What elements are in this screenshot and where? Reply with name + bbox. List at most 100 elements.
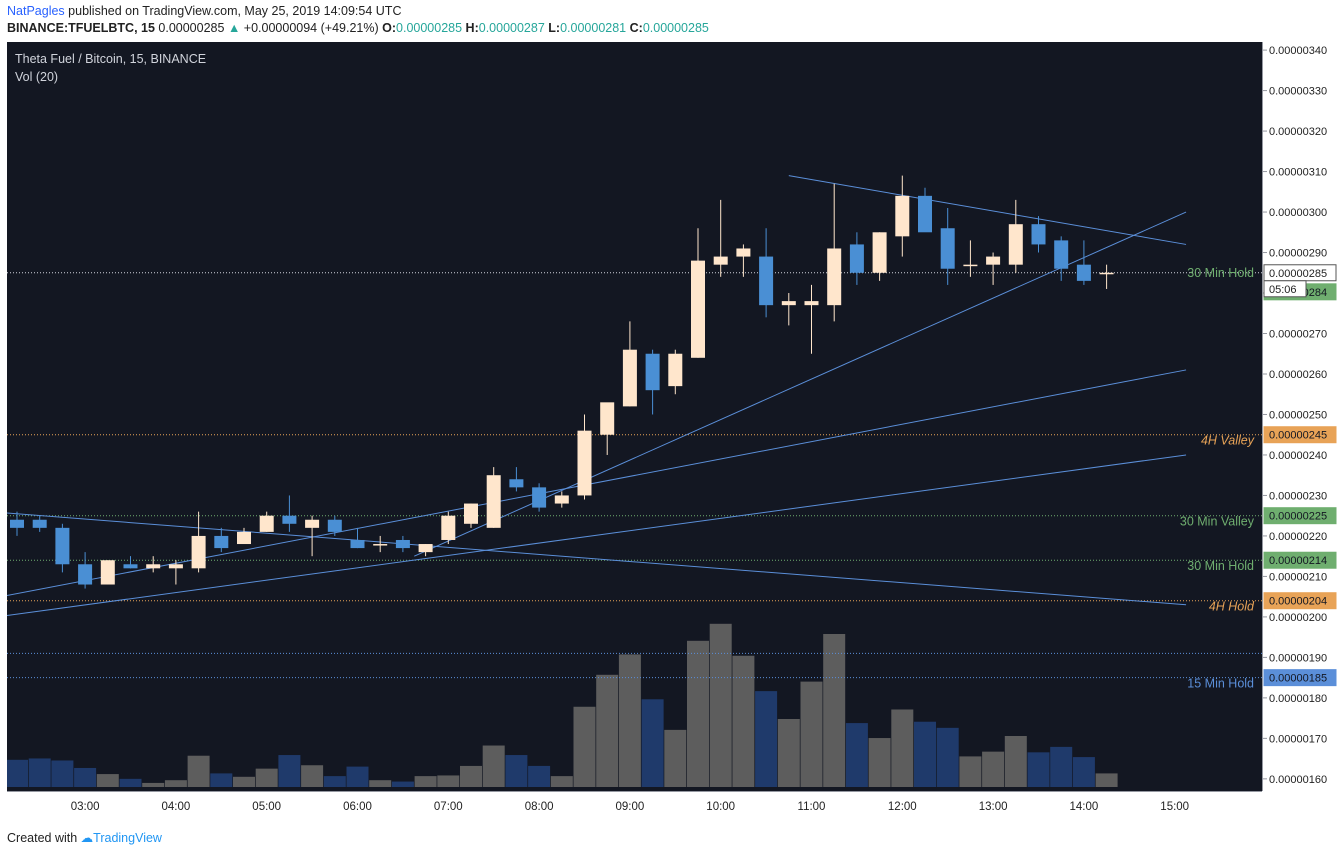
- volume-bar: [482, 745, 505, 787]
- price-tick-label: 0.00000260: [1269, 369, 1327, 381]
- volume-bar: [687, 640, 709, 787]
- price-chart[interactable]: 30 Min Hold 4H Valley 30 Min Valley 30 Min …: [7, 42, 1262, 791]
- candle-body: [532, 487, 547, 508]
- volume-bar: [210, 773, 233, 787]
- level-label: 30 Min Hold: [1187, 266, 1254, 280]
- volume-bar: [437, 775, 460, 787]
- volume-bar: [28, 758, 51, 787]
- volume-legend: Vol (20): [15, 70, 59, 84]
- price-axis-labels: 0.00000340 0.00000330 0.00000320 0.00000310…: [1263, 45, 1337, 786]
- price-tick-label: 0.00000160: [1269, 774, 1327, 786]
- time-axis[interactable]: 0003:0004:0005:0006:0007:0008:0009:0010:…: [7, 791, 1262, 820]
- candle-body: [191, 535, 206, 569]
- volume-bar: [164, 780, 187, 787]
- volume-bar: [755, 691, 778, 787]
- level-label: 4H Valley: [1201, 434, 1255, 448]
- candle-body: [123, 564, 138, 569]
- low-label: L:: [548, 21, 561, 35]
- candle-body: [918, 195, 932, 233]
- tradingview-logo-icon: ☁: [80, 831, 94, 845]
- price-tick-label: 0.00000190: [1269, 652, 1327, 664]
- symbol-name: BINANCE:TFUELBTC, 15: [7, 21, 155, 35]
- time-tick-label: 14:00: [1070, 801, 1099, 813]
- volume-bar: [323, 776, 346, 787]
- candle-body: [32, 519, 47, 528]
- published-text: published on TradingView.com, May 25, 20…: [64, 4, 402, 18]
- candle-body: [237, 531, 251, 545]
- volume-bar: [845, 723, 868, 787]
- volume-bar: [7, 759, 28, 787]
- volume-bar: [1072, 757, 1095, 787]
- created-with-text: Created with: [7, 831, 78, 845]
- candle-body: [827, 248, 842, 306]
- volume-bar: [346, 766, 369, 787]
- tradingview-link[interactable]: TradingView: [93, 831, 162, 845]
- candle-body: [963, 264, 978, 267]
- candle-body: [554, 495, 569, 504]
- price-tick-label: 0.00000310: [1269, 167, 1327, 179]
- close-value: 0.00000285: [642, 21, 709, 35]
- footer: Created with ☁TradingView: [7, 830, 162, 845]
- price-marker: [1263, 669, 1337, 687]
- price-marker-label: 0.00000285: [1269, 268, 1327, 280]
- volume-bar: [732, 655, 755, 787]
- candle-body: [327, 519, 342, 532]
- candle-body: [804, 301, 819, 306]
- volume-bar: [391, 781, 414, 787]
- volume-bar: [982, 751, 1005, 787]
- volume-bar: [255, 768, 278, 787]
- price-marker-label: 0.00000245: [1269, 430, 1327, 442]
- candle-body: [78, 564, 93, 585]
- price-marker: [1263, 426, 1337, 444]
- time-tick-label: 12:00: [888, 801, 917, 813]
- candle-body: [395, 539, 410, 549]
- candle-body: [259, 515, 274, 532]
- low-value: 0.00000281: [560, 21, 627, 35]
- countdown-label: 05:06: [1269, 284, 1297, 296]
- high-label: H:: [465, 21, 479, 35]
- price-axis[interactable]: 0.00000340 0.00000330 0.00000320 0.00000310…: [1262, 42, 1337, 791]
- candle-body: [509, 479, 524, 488]
- volume-bar: [278, 755, 301, 787]
- candle-body: [691, 260, 705, 358]
- trendline: [788, 175, 1187, 245]
- price-tick-label: 0.00000250: [1269, 409, 1327, 421]
- level-label: 15 Min Hold: [1187, 677, 1254, 691]
- price-tick-label: 0.00000210: [1269, 571, 1327, 583]
- candle-body: [940, 228, 955, 269]
- candle-body: [600, 402, 615, 435]
- candle-body: [305, 519, 320, 528]
- time-tick-label: 15:00: [1160, 801, 1189, 813]
- level-label: 30 Min Valley: [1180, 515, 1255, 529]
- price-tick-label: 0.00000290: [1269, 248, 1327, 260]
- level-label: 30 Min Hold: [1187, 559, 1254, 573]
- publish-info: NatPagles published on TradingView.com, …: [7, 4, 401, 18]
- time-tick-label: 03:00: [71, 801, 100, 813]
- price-tick-label: 0.00000200: [1269, 612, 1327, 624]
- time-tick-label: 08:00: [525, 801, 554, 813]
- price-marker: [1263, 551, 1337, 569]
- price-tick-label: 0.00000170: [1269, 733, 1327, 745]
- volume-bar: [959, 756, 982, 787]
- time-tick-label: 13:00: [979, 801, 1008, 813]
- chart-pane[interactable]: 30 Min Hold 4H Valley 30 Min Valley 30 Min …: [7, 42, 1262, 791]
- candle-body: [781, 301, 796, 306]
- volume-bar: [187, 755, 210, 787]
- open-value: 0.00000285: [396, 21, 463, 35]
- candle-body: [100, 560, 115, 585]
- volume-bar: [460, 765, 482, 787]
- chart-legend-title: Theta Fuel / Bitcoin, 15, BINANCE: [15, 52, 207, 66]
- volume-bar: [505, 755, 528, 787]
- price-change: +0.00000094 (+49.21%): [243, 21, 379, 35]
- volume-bar: [800, 681, 823, 787]
- price-tick-label: 0.00000340: [1269, 45, 1327, 57]
- time-tick-label: 09:00: [616, 801, 645, 813]
- volume-bar: [664, 729, 687, 787]
- candle-body: [146, 564, 161, 569]
- price-marker-label: 0.00000185: [1269, 673, 1327, 685]
- price-tick-label: 0.00000220: [1269, 531, 1327, 543]
- volume-bar: [74, 767, 97, 787]
- last-price: 0.00000285: [158, 21, 225, 35]
- volume-bar: [709, 623, 732, 787]
- author-link[interactable]: NatPagles: [7, 4, 65, 18]
